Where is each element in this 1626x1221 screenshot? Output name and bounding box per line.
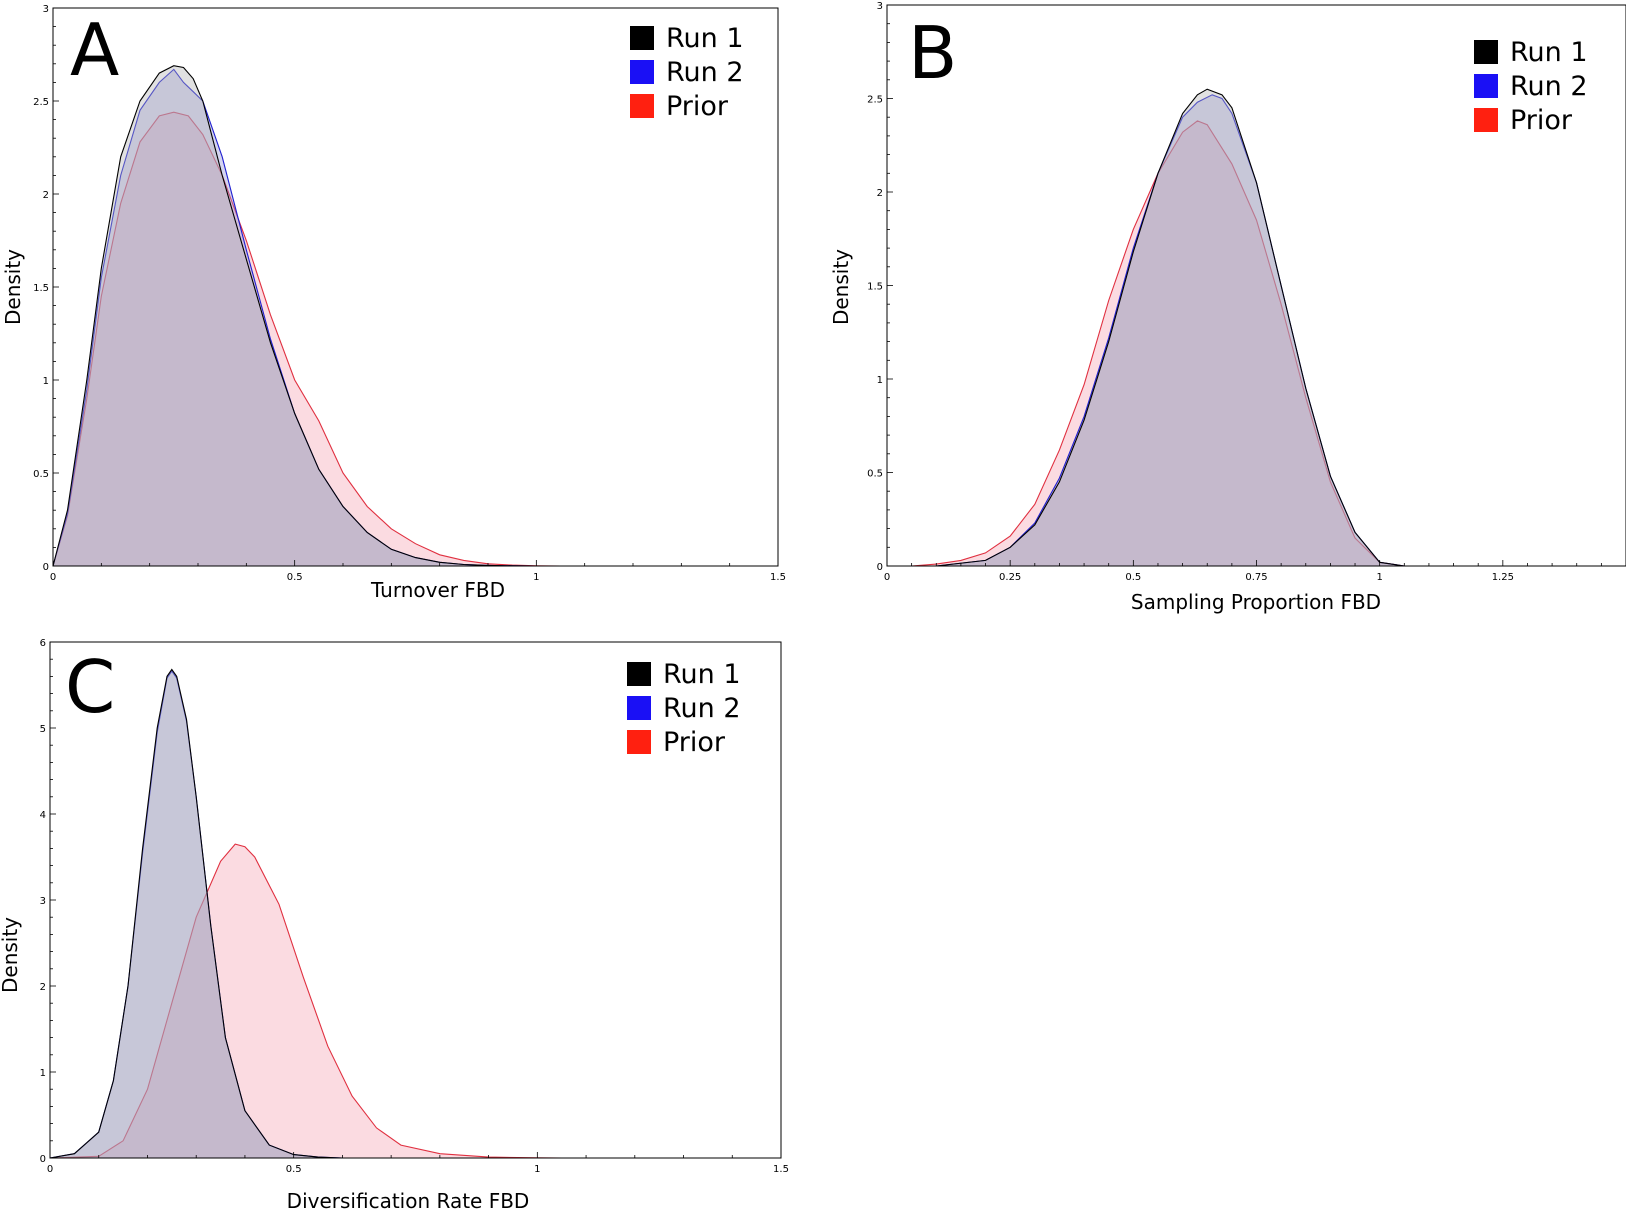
x-tick-label: 1.25 [1492,572,1514,583]
legend-swatch-prior [1474,108,1498,132]
legend-swatch-run1 [627,662,651,686]
legend-label-run2: Run 2 [666,57,744,88]
x-tick-label: 0.5 [287,572,303,583]
x-tick-label: 1.5 [770,572,786,583]
area-run1-panel-b [936,89,1405,566]
legend-swatch-prior [630,94,654,118]
x-tick-label: 0 [47,1164,53,1175]
panel-c: 0 0.5 1 1.5 0 1 2 3 4 5 6 Diversification Rate FBD D… [0,638,789,1213]
y-tick-label: 5 [40,724,46,735]
y-tick-label: 1.5 [867,282,883,293]
legend-swatch-run2 [627,696,651,720]
y-axis-title: Density [829,249,853,325]
line-run1-panel-a [52,65,561,567]
area-prior-panel-a [53,112,561,566]
legend-label-run1: Run 1 [666,23,744,54]
x-axis-title: Sampling Proportion FBD [1131,590,1381,614]
x-tick-label: 0.75 [1245,572,1267,583]
area-prior-panel-c [50,844,562,1158]
x-tick-label: 0.5 [1125,572,1141,583]
x-tick-label: 1 [1376,572,1382,583]
area-run1-panel-c [50,669,343,1158]
x-tick-label: 0.5 [286,1164,302,1175]
y-axis-title: Density [0,917,22,993]
line-prior-panel-c [49,843,562,1159]
y-axis-title: Density [1,249,25,325]
area-run2-panel-c [50,671,343,1158]
y-tick-label: 3 [40,896,46,907]
y-tick-label: 2.5 [867,95,883,106]
y-tick-label: 0.5 [867,469,883,480]
y-tick-label: 0 [40,1154,46,1165]
line-prior-panel-b [911,120,1405,567]
x-tick-label: 0 [50,572,56,583]
area-run2-panel-a [53,69,561,567]
y-tick-label: 2.5 [33,97,49,108]
legend-swatch-run1 [1474,40,1498,64]
y-tick-label: 0.5 [33,469,49,480]
line-run1-panel-b [936,88,1405,567]
y-tick-label: 1 [43,376,49,387]
x-axis-title: Turnover FBD [370,578,505,602]
legend-label-prior: Prior [1510,105,1573,136]
panel-letter: B [908,11,957,95]
x-tick-label: 0.25 [999,572,1021,583]
legend-label-prior: Prior [666,91,729,122]
x-tick-label: 1 [533,572,539,583]
area-prior-panel-b [911,120,1405,567]
y-tick-label: 4 [40,810,46,821]
y-tick-label: 2 [40,982,46,993]
x-tick-label: 1 [534,1164,540,1175]
y-tick-label: 3 [43,4,49,15]
legend-swatch-prior [627,730,651,754]
panel-letter: A [70,8,119,92]
panel-letter: C [65,645,115,729]
y-tick-label: 3 [877,1,883,12]
y-tick-label: 2 [877,188,883,199]
y-tick-label: 1 [877,375,883,386]
x-tick-label: 1.5 [773,1164,789,1175]
panel-b: 0 0.25 0.5 0.75 1 1.25 0 0.5 1 1.5 2 2.5 3 Sampling P… [829,1,1626,614]
legend-swatch-run1 [630,26,654,50]
area-run2-panel-b [936,94,1405,567]
y-tick-label: 1.5 [33,283,49,294]
legend-label-run1: Run 1 [663,659,741,690]
y-tick-label: 0 [877,562,883,573]
y-tick-label: 2 [43,190,49,201]
legend-label-run2: Run 2 [1510,71,1588,102]
x-axis-title: Diversification Rate FBD [287,1189,530,1213]
line-prior-panel-a [52,111,561,567]
y-tick-label: 0 [43,562,49,573]
y-tick-label: 1 [40,1068,46,1079]
legend-swatch-run2 [1474,74,1498,98]
legend-label-run2: Run 2 [663,693,741,724]
x-tick-label: 0 [884,572,890,583]
y-tick-label: 6 [40,638,46,649]
legend-label-prior: Prior [663,727,726,758]
area-run1-panel-a [53,65,561,566]
legend-swatch-run2 [630,60,654,84]
line-run1-panel-c [49,668,343,1159]
panel-a: 0 0.5 1 1.5 0 0.5 1 1.5 2 2.5 3 Turnover FBD Density… [1,4,786,602]
legend-label-run1: Run 1 [1510,37,1588,68]
